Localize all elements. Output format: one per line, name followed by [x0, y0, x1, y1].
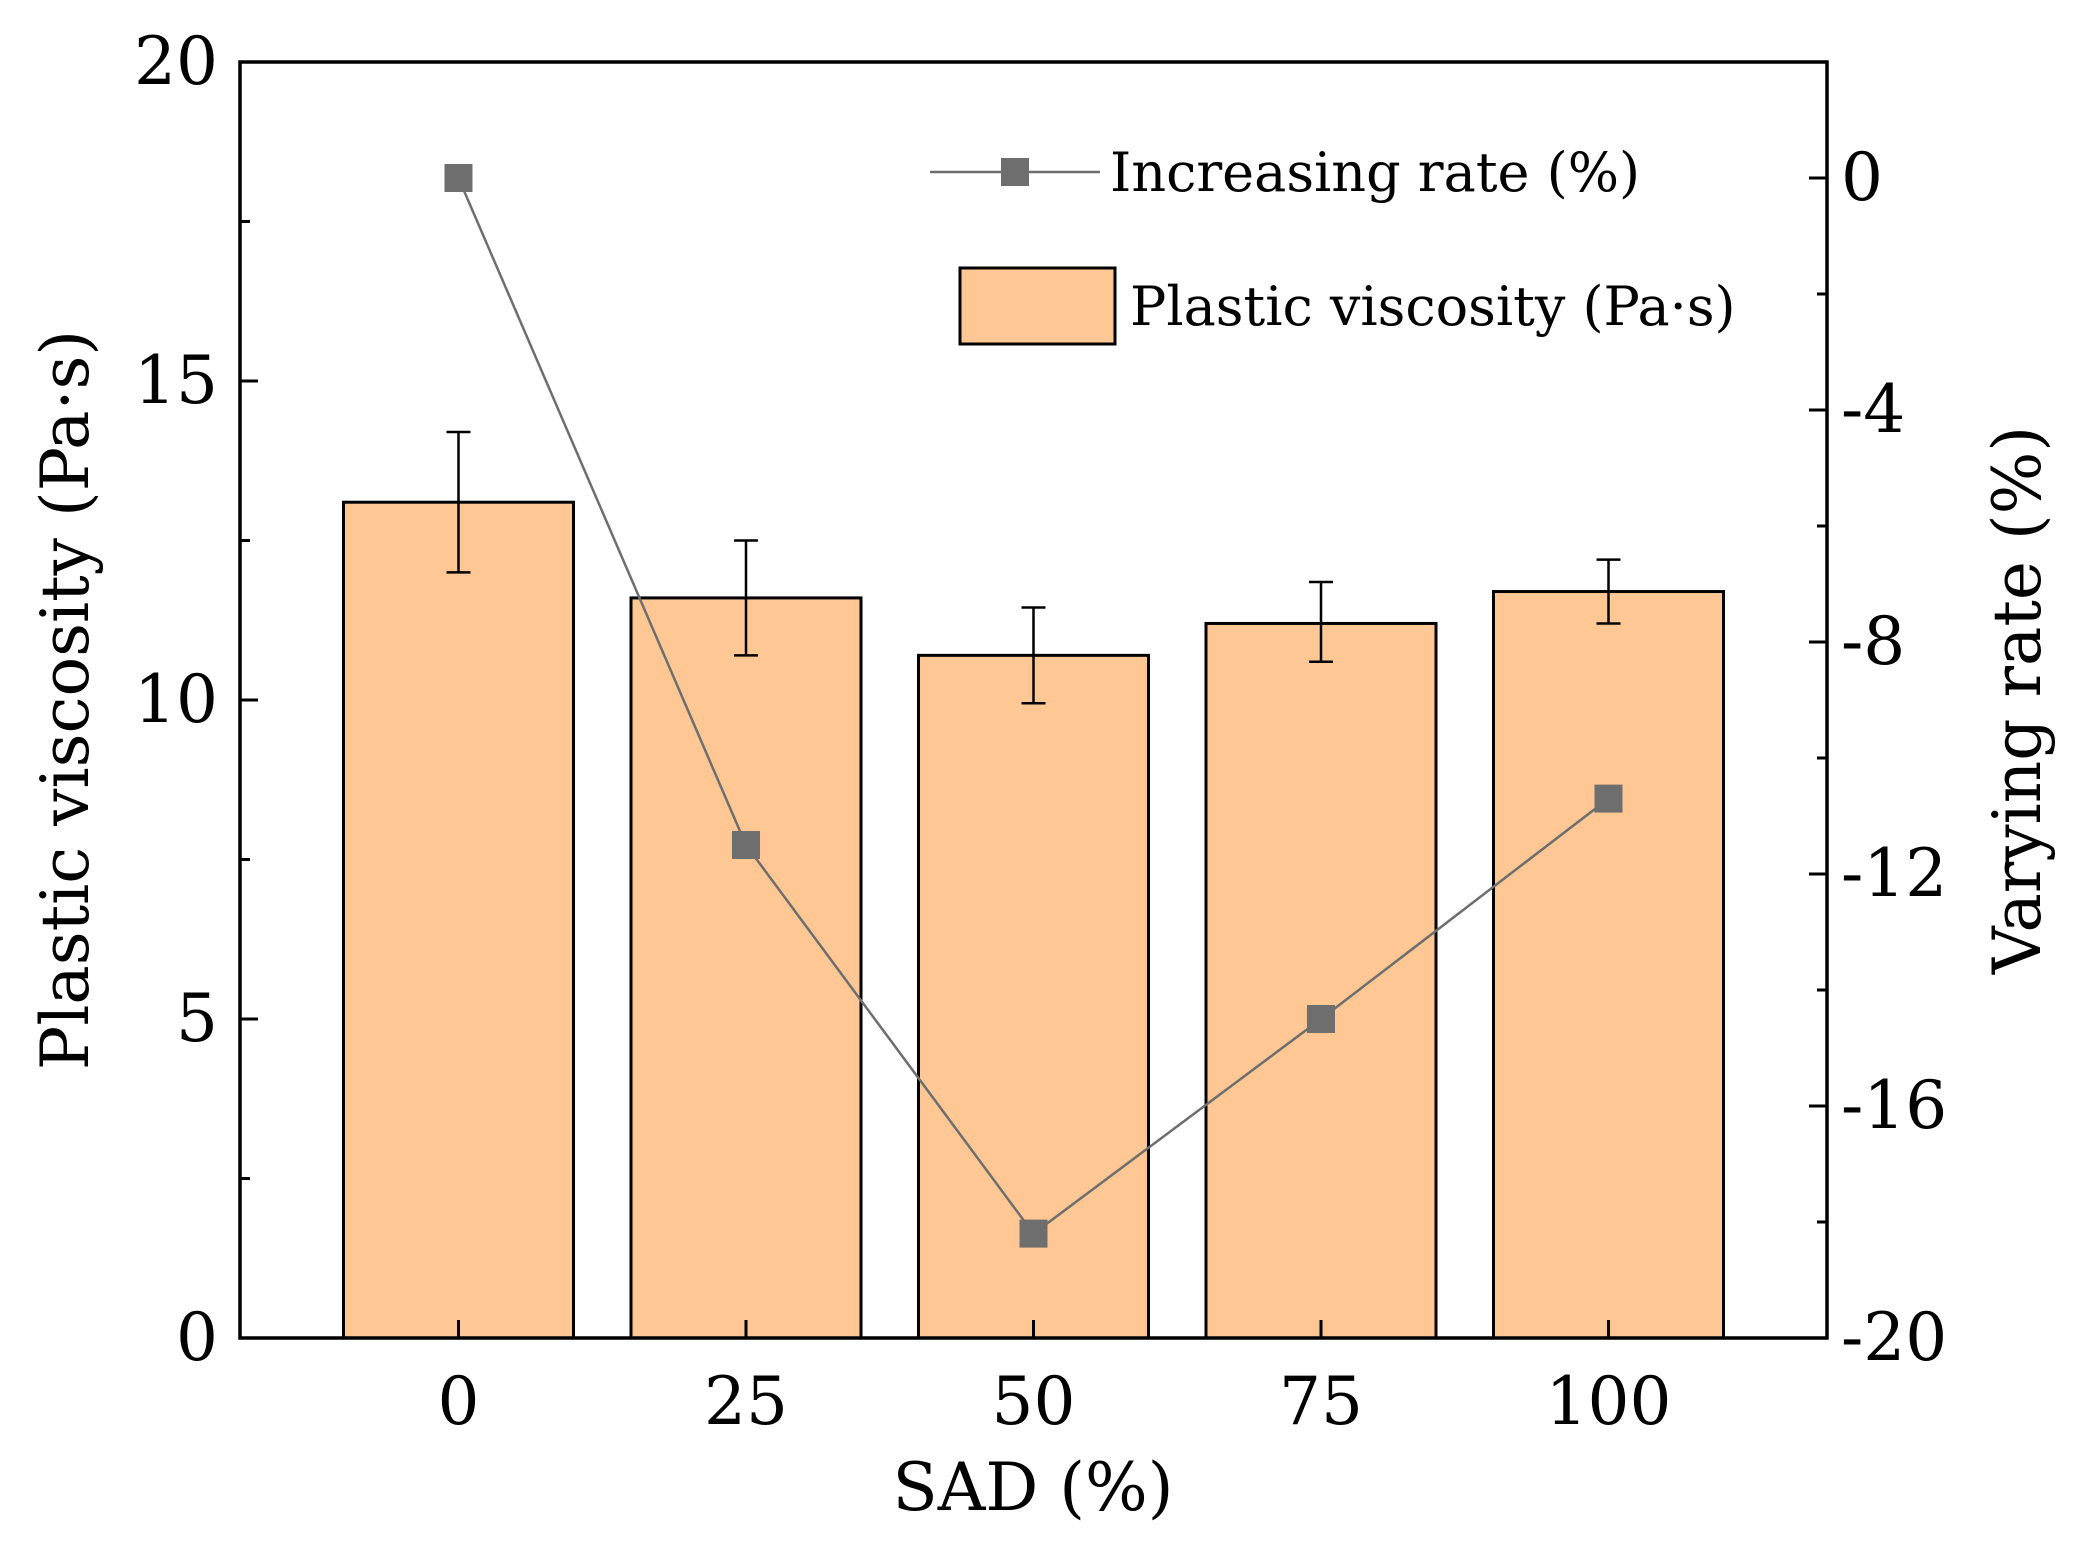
x-tick-label-75: 75	[1279, 1363, 1363, 1440]
y-left-tick-label-20: 20	[134, 23, 218, 100]
x-axis-title: SAD (%)	[893, 1449, 1174, 1526]
legend-label-bar: Plastic viscosity (Pa·s)	[1130, 275, 1736, 338]
increasing-rate-point-0	[444, 164, 473, 192]
increasing-rate-point-75	[1307, 1005, 1335, 1033]
y-right-tick-label--20: -20	[1841, 1299, 1947, 1376]
x-tick-label-50: 50	[992, 1363, 1076, 1440]
y-left-tick-label-10: 10	[134, 661, 218, 738]
increasing-rate-point-25	[732, 831, 760, 859]
bar-0	[342, 500, 575, 1340]
y-right-tick-label-0: 0	[1841, 139, 1883, 216]
y-right-tick-label--16: -16	[1841, 1067, 1947, 1144]
y-right-tick-label--12: -12	[1841, 835, 1947, 912]
line-layer	[444, 164, 1623, 1248]
x-tick-label-25: 25	[704, 1363, 788, 1440]
legend-label-line: Increasing rate (%)	[1110, 141, 1640, 204]
x-tick-label-0: 0	[438, 1363, 480, 1440]
y-axis-left-title: Plastic viscosity (Pa·s)	[27, 330, 104, 1070]
error-bars-layer	[446, 430, 1621, 705]
legend: Increasing rate (%) Plastic viscosity (P…	[930, 141, 1736, 346]
increasing-rate-point-50	[1019, 1219, 1048, 1248]
bar-100	[1492, 590, 1725, 1340]
y-left-tick-label-15: 15	[134, 342, 218, 419]
y-right-tick-label--8: -8	[1841, 603, 1905, 680]
y-right-tick-label--4: -4	[1841, 371, 1905, 448]
ticks-layer: 0 25 50 75 100 0 5 10 15 20 -20 -16 -12 -8 -4 0	[134, 23, 1947, 1440]
y-left-tick-label-5: 5	[176, 980, 218, 1057]
increasing-rate-point-100	[1594, 784, 1623, 813]
y-left-tick-label-0: 0	[176, 1299, 218, 1376]
bar-25	[629, 596, 863, 1340]
y-axis-right-title: Varying rate (%)	[1979, 426, 2056, 975]
legend-bar-swatch	[958, 266, 1117, 346]
legend-marker-icon	[1001, 158, 1029, 186]
x-tick-label-100: 100	[1546, 1363, 1672, 1440]
bar-75	[1204, 621, 1438, 1340]
